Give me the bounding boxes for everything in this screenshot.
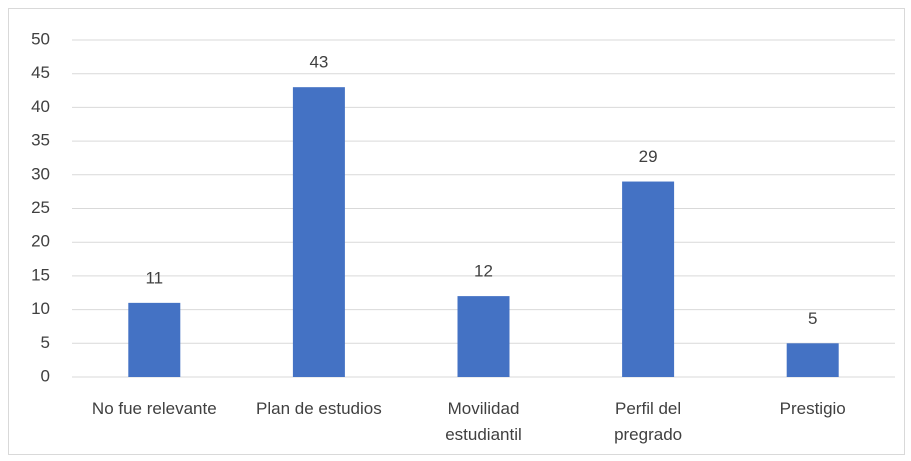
y-tick-label: 45 [31,63,50,82]
bar [128,302,181,377]
y-tick-label: 35 [31,131,50,150]
data-label: 12 [474,262,493,281]
data-label: 43 [309,53,328,72]
x-tick-label: Perfil del pregrado [614,399,683,444]
data-label: 5 [808,309,817,328]
y-tick-label: 50 [31,29,50,48]
bar [457,296,510,377]
y-tick-label: 10 [31,299,50,318]
y-tick-label: 25 [31,198,50,217]
bar [786,343,839,377]
y-tick-label: 5 [41,333,50,352]
y-tick-label: 30 [31,164,50,183]
x-tick-label: No fue relevante [91,399,217,418]
bar [622,181,675,377]
x-tick-label: Prestigio [779,399,846,418]
y-tick-label: 15 [31,265,50,284]
chart-border [8,8,905,455]
y-tick-label: 20 [31,232,50,251]
data-label: 11 [145,268,163,287]
x-tick-label: Plan de estudios [256,399,382,418]
x-tick-label: Movilidad estudiantil [445,399,522,444]
y-tick-label: 40 [31,97,50,116]
data-label: 29 [639,147,658,166]
y-tick-label: 0 [41,366,50,385]
bar [292,87,345,378]
